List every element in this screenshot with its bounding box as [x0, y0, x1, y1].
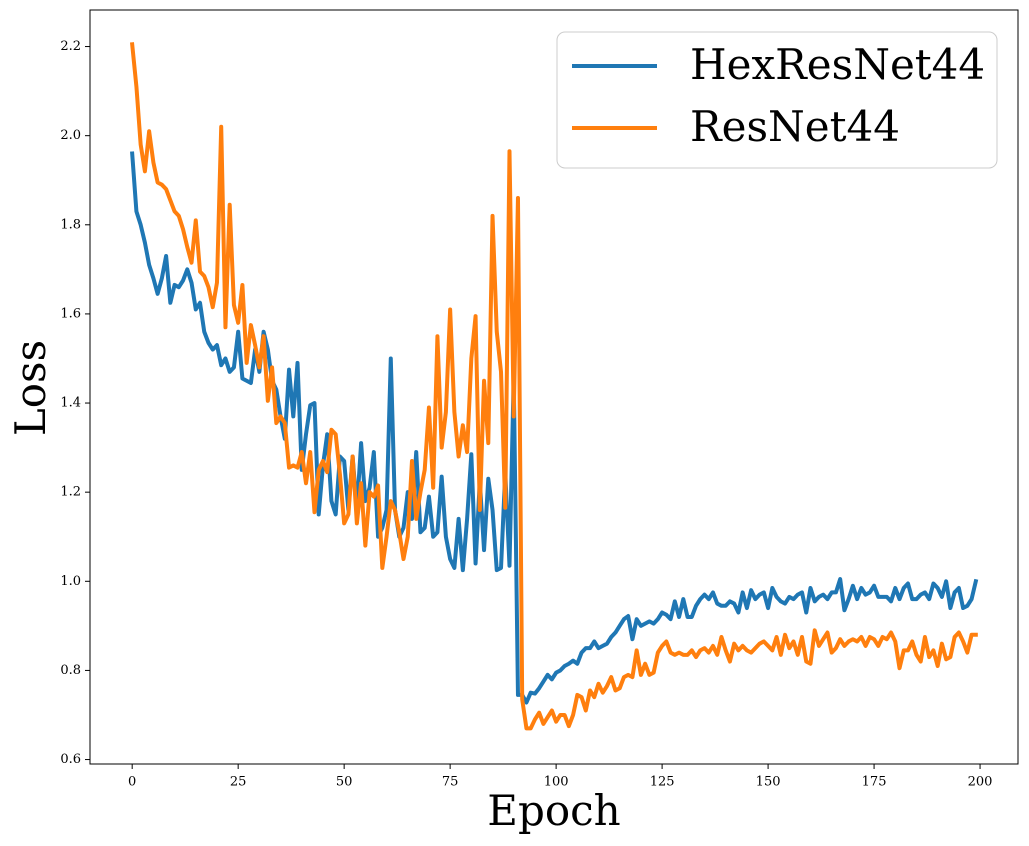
y-tick-label: 2.0 — [60, 128, 81, 143]
x-tick-label: 50 — [336, 775, 353, 790]
legend-label: HexResNet44 — [690, 40, 985, 89]
y-tick-label: 2.2 — [60, 39, 81, 54]
y-tick-label: 1.4 — [60, 396, 81, 411]
legend-box — [556, 31, 998, 169]
y-axis-label: Loss — [6, 340, 55, 436]
x-tick-label: 200 — [968, 775, 993, 790]
y-tick-label: 0.8 — [60, 663, 81, 678]
y-tick-label: 1.0 — [60, 574, 81, 589]
line-series — [129, 42, 978, 731]
plot-frame — [89, 9, 1019, 765]
x-axis-label: Epoch — [487, 786, 620, 835]
x-tick-label: 150 — [756, 775, 781, 790]
x-tick-label: 175 — [862, 775, 887, 790]
y-tick-label: 1.6 — [60, 306, 81, 321]
x-tick-label: 25 — [230, 775, 247, 790]
x-tick-label: 100 — [544, 775, 569, 790]
y-tick-label: 1.8 — [60, 217, 81, 232]
legend-label: ResNet44 — [690, 102, 900, 151]
x-tick-label: 75 — [442, 775, 459, 790]
x-tick-label: 125 — [650, 775, 675, 790]
y-tick-label: 0.6 — [60, 752, 81, 767]
x-tick-label: 0 — [128, 775, 136, 790]
y-tick-label: 1.2 — [60, 485, 81, 500]
